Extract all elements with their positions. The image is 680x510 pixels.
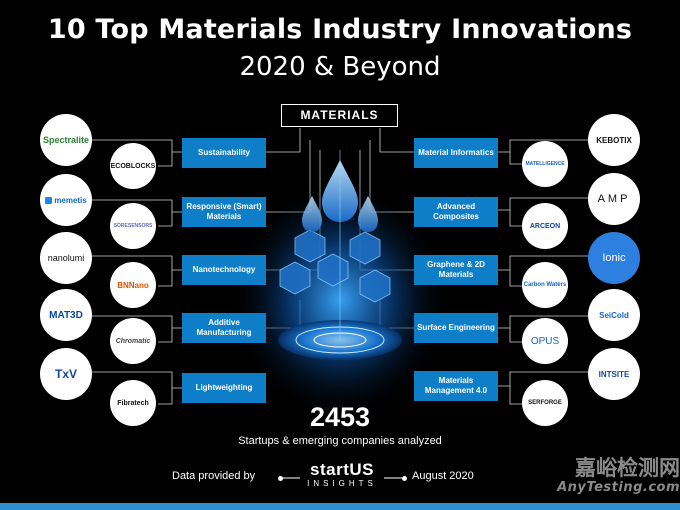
page-title: 10 Top Materials Industry Innovations (47, 14, 633, 45)
logo-nanolumi: nanolumi (40, 232, 92, 284)
logo-spectralite: Spectralite (40, 114, 92, 166)
logo-opus: OPUS (522, 318, 568, 364)
footer-dot-right (402, 476, 407, 481)
logo-serforge: SERFORGE (522, 380, 568, 426)
logo-fibratech: Fibratech (110, 380, 156, 426)
footer-dot-left (278, 476, 283, 481)
logo-txv: TxV (40, 348, 92, 400)
logo-ecoblocks: ECOBLOCKS (110, 143, 156, 189)
report-date: August 2020 (412, 470, 474, 482)
logo-carbon-waters: Carbon Waters (522, 262, 568, 308)
brand-bottom: INSIGHTS (307, 479, 377, 488)
watermark: 嘉峪检测网 AnyTesting.com (524, 456, 680, 495)
watermark-en: AnyTesting.com (557, 480, 680, 495)
category-sustainability: Sustainability (182, 138, 266, 168)
bottom-accent-bar (0, 503, 680, 510)
category-lightweighting: Lightweighting (182, 373, 266, 403)
data-provided-by: Data provided by (172, 470, 256, 482)
startups-caption: Startups & emerging companies analyzed (238, 435, 442, 447)
logo-chromatic: Chromatic (110, 318, 156, 364)
logo-amp: AMP (588, 173, 640, 225)
logo-bnnano: BNNano (110, 262, 156, 308)
logo-soresensors: SORESENSORS (110, 203, 156, 249)
logo-mat3d: MAT3D (40, 289, 92, 341)
logo-intsite: INTSITE (588, 348, 640, 400)
logo-matelligence: MATELLIGENCE (522, 141, 568, 187)
materials-label: MATERIALS (281, 104, 398, 127)
category-nanotechnology: Nanotechnology (182, 255, 266, 285)
logo-kebotix: KEBOTIX (588, 114, 640, 166)
logo-arceon: ARCEON (522, 203, 568, 249)
category-additive-manufacturing: Additive Manufacturing (182, 313, 266, 343)
logo-seicold: SeiCold (588, 289, 640, 341)
watermark-cn: 嘉峪检测网 (575, 456, 680, 480)
category-materials-management: Materials Management 4.0 (414, 371, 498, 401)
category-advanced-composites: Advanced Composites (414, 197, 498, 227)
logo-memetis: memetis (40, 174, 92, 226)
startups-count: 2453 (309, 402, 371, 432)
category-responsive-materials: Responsive (Smart) Materials (182, 197, 266, 227)
category-graphene-2d-materials: Graphene & 2D Materials (414, 255, 498, 285)
category-surface-engineering: Surface Engineering (414, 313, 498, 343)
page-subtitle: 2020 & Beyond (239, 52, 441, 82)
brand-top: startUS (310, 460, 374, 479)
startus-insights-logo: startUS INSIGHTS (304, 461, 380, 493)
logo-ionic: Ionic (588, 232, 640, 284)
category-material-informatics: Material Informatics (414, 138, 498, 168)
